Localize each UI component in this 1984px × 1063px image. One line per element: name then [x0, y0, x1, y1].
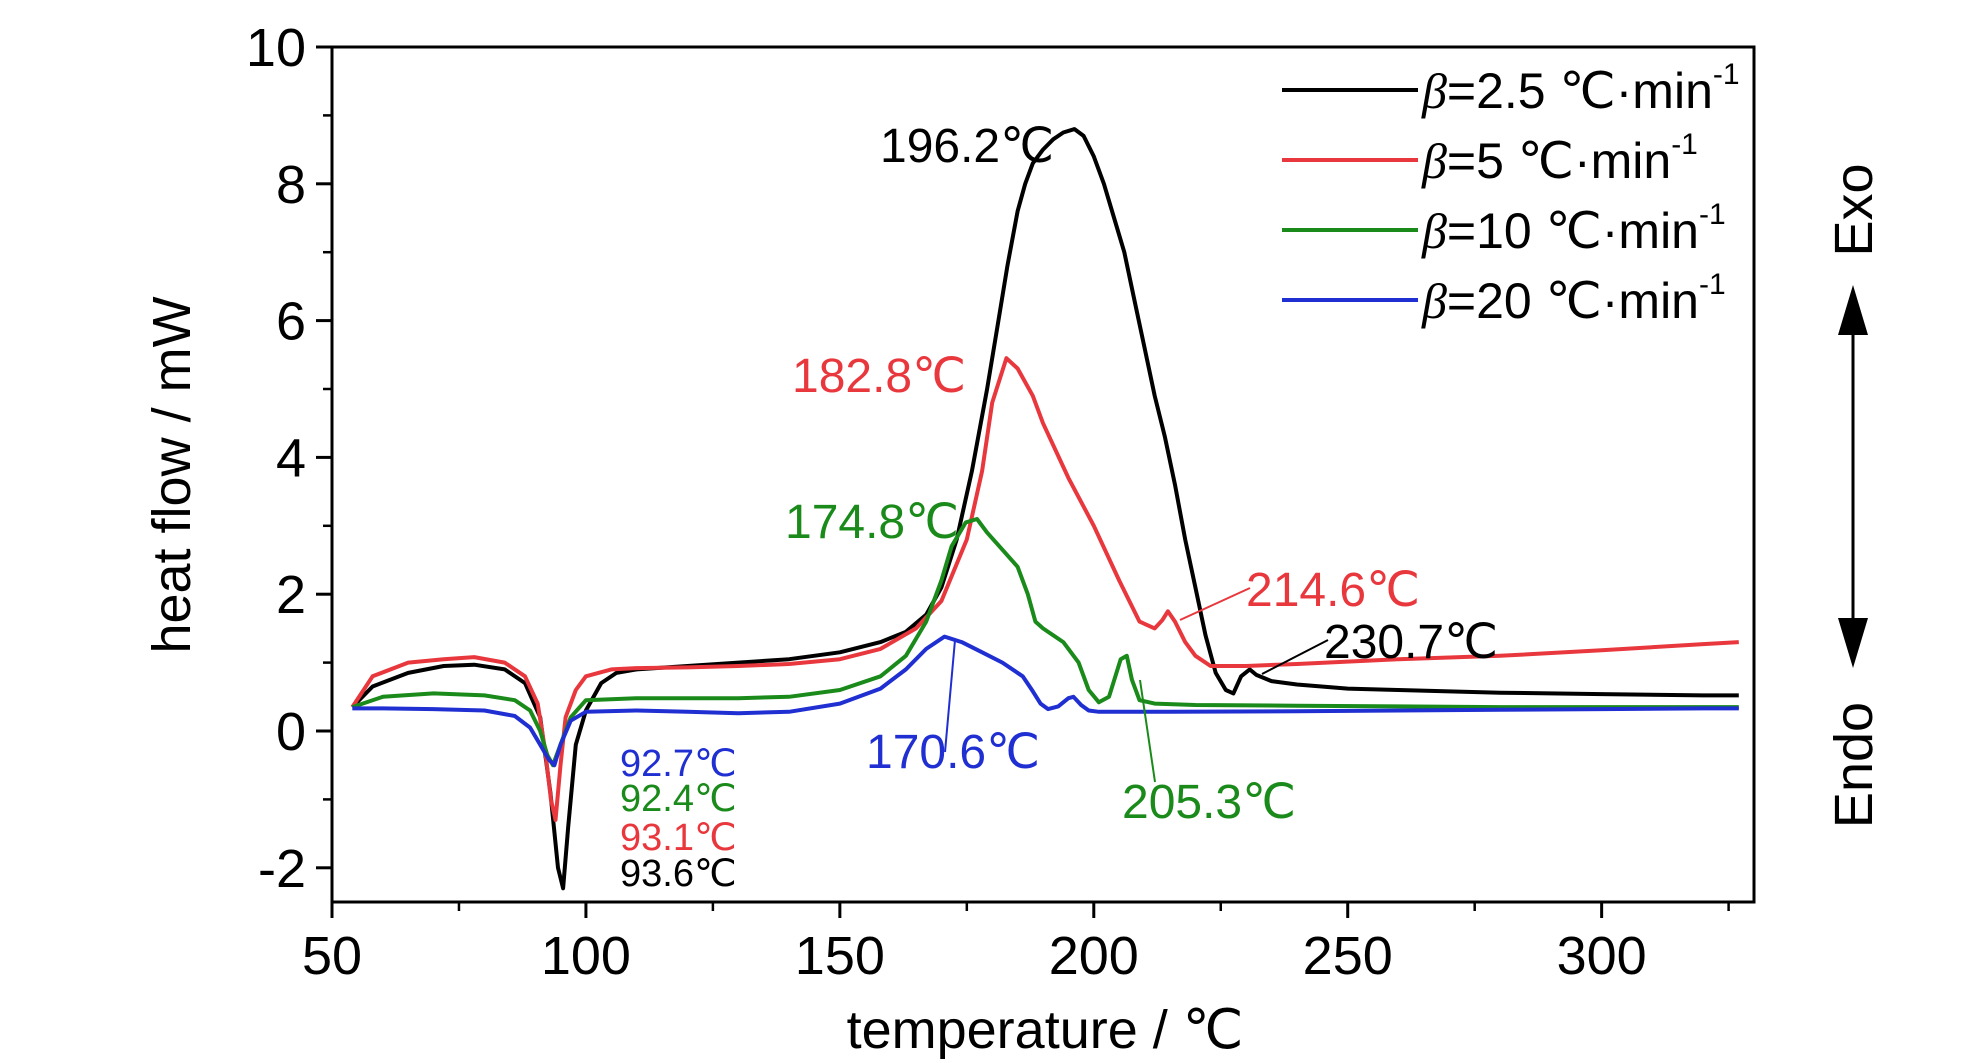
y-tick-label: -2: [258, 839, 306, 899]
annotation-214: 214.6℃: [1246, 564, 1420, 617]
x-axis-title: temperature / ℃: [847, 1000, 1244, 1060]
legend-label-2: β=10 ℃·min-1: [1421, 198, 1726, 259]
x-tick-label: 250: [1303, 926, 1393, 986]
x-tick-label: 100: [541, 926, 631, 986]
series-line-3: [352, 634, 1739, 768]
legend: β=2.5 ℃·min-1 β=5 ℃·min-1 β=10 ℃·min-1 β…: [1282, 58, 1740, 329]
leader-214: [1179, 587, 1251, 621]
arrow-up-icon: [1838, 285, 1868, 335]
y-tick-label: 0: [276, 702, 306, 762]
x-tick-label: 150: [795, 926, 885, 986]
y-axis: -2 0 2 4 6 8 10: [246, 18, 332, 899]
annotation-92-7: 92.7℃: [620, 743, 737, 785]
annotation-93-1: 93.1℃: [620, 817, 737, 859]
y-tick-label: 10: [246, 18, 306, 78]
annotation-peak-170: 170.6℃: [866, 726, 1040, 779]
y-axis-title: heat flow / mW: [142, 296, 202, 653]
annotation-peak-182: 182.8℃: [792, 350, 966, 403]
y-tick-label: 4: [276, 428, 306, 488]
exo-label: Exo: [1824, 163, 1884, 256]
annotation-230: 230.7℃: [1324, 616, 1498, 669]
series-line-0: [350, 127, 1739, 891]
leader-230: [1261, 639, 1329, 675]
annotation-92-4: 92.4℃: [620, 778, 737, 820]
plot-frame: [330, 45, 1756, 904]
y-tick-label: 6: [276, 292, 306, 352]
annotation-leaders: [944, 587, 1329, 783]
x-axis: 50 100 150 200 250 300: [302, 902, 1730, 986]
leader-170: [944, 639, 956, 753]
arrow-down-icon: [1838, 618, 1868, 668]
legend-label-3: β=20 ℃·min-1: [1421, 268, 1726, 329]
annotation-peak-174: 174.8℃: [785, 496, 959, 549]
annotation-peak-196: 196.2℃: [880, 120, 1054, 173]
annotation-93-6: 93.6℃: [620, 853, 737, 895]
legend-label-0: β=2.5 ℃·min-1: [1421, 58, 1740, 119]
x-tick-label: 50: [302, 926, 362, 986]
legend-label-1: β=5 ℃·min-1: [1421, 128, 1698, 189]
exo-endo-indicator: Exo Endo: [1824, 163, 1884, 828]
annotations: 196.2℃ 182.8℃ 174.8℃ 170.6℃ 214.6℃ 230.7…: [620, 120, 1498, 895]
x-tick-label: 300: [1557, 926, 1647, 986]
x-tick-label: 200: [1049, 926, 1139, 986]
annotation-205: 205.3℃: [1122, 776, 1296, 829]
series-line-2: [351, 517, 1739, 768]
series-curves: [350, 127, 1739, 891]
y-tick-label: 2: [276, 565, 306, 625]
leader-205: [1139, 679, 1156, 783]
y-tick-label: 8: [276, 155, 306, 215]
endo-label: Endo: [1824, 702, 1884, 828]
